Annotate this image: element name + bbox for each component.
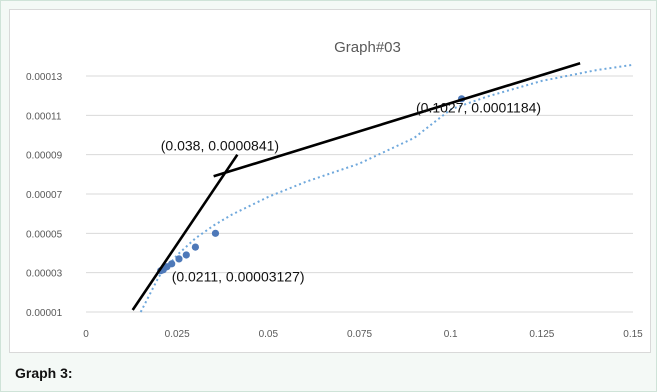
data-point (168, 260, 176, 268)
x-tick-label: 0.075 (347, 329, 372, 340)
chart-title: Graph#03 (334, 39, 401, 56)
y-tick-label: 0.00003 (26, 269, 63, 280)
trendline (139, 63, 634, 313)
x-tick-label: 0 (83, 329, 89, 340)
data-point (211, 229, 220, 237)
point-annotation: (0.038, 0.0000841) (161, 138, 279, 154)
y-tick-label: 0.00013 (26, 72, 63, 83)
x-tick-label: 0.05 (259, 329, 279, 340)
chart-container: Graph#03 0.00001 0.00003 0.00005 0.00007 0.00… (9, 9, 651, 353)
data-point (182, 251, 190, 259)
data-point (175, 255, 183, 263)
y-tick-label: 0.00009 (26, 151, 63, 162)
y-tick-label: 0.00007 (26, 190, 63, 201)
scatter-chart: Graph#03 0.00001 0.00003 0.00005 0.00007 0.00… (26, 39, 643, 340)
data-point (191, 243, 199, 251)
y-tick-label: 0.00011 (26, 111, 62, 122)
point-annotation: (0.1027, 0.0001184) (416, 99, 541, 115)
tangent-line (131, 153, 239, 311)
y-tick-label: 0.00001 (26, 308, 63, 319)
figure-caption: Graph 3: (15, 365, 73, 381)
tangent-line (213, 61, 581, 178)
x-tick-label: 0.15 (623, 329, 643, 340)
x-tick-label: 0.1 (444, 329, 458, 340)
point-annotation: (0.0211, 0.00003127) (172, 269, 305, 285)
x-tick-label: 0.125 (529, 329, 554, 340)
y-tick-label: 0.00005 (26, 229, 63, 240)
x-tick-label: 0.025 (165, 329, 190, 340)
